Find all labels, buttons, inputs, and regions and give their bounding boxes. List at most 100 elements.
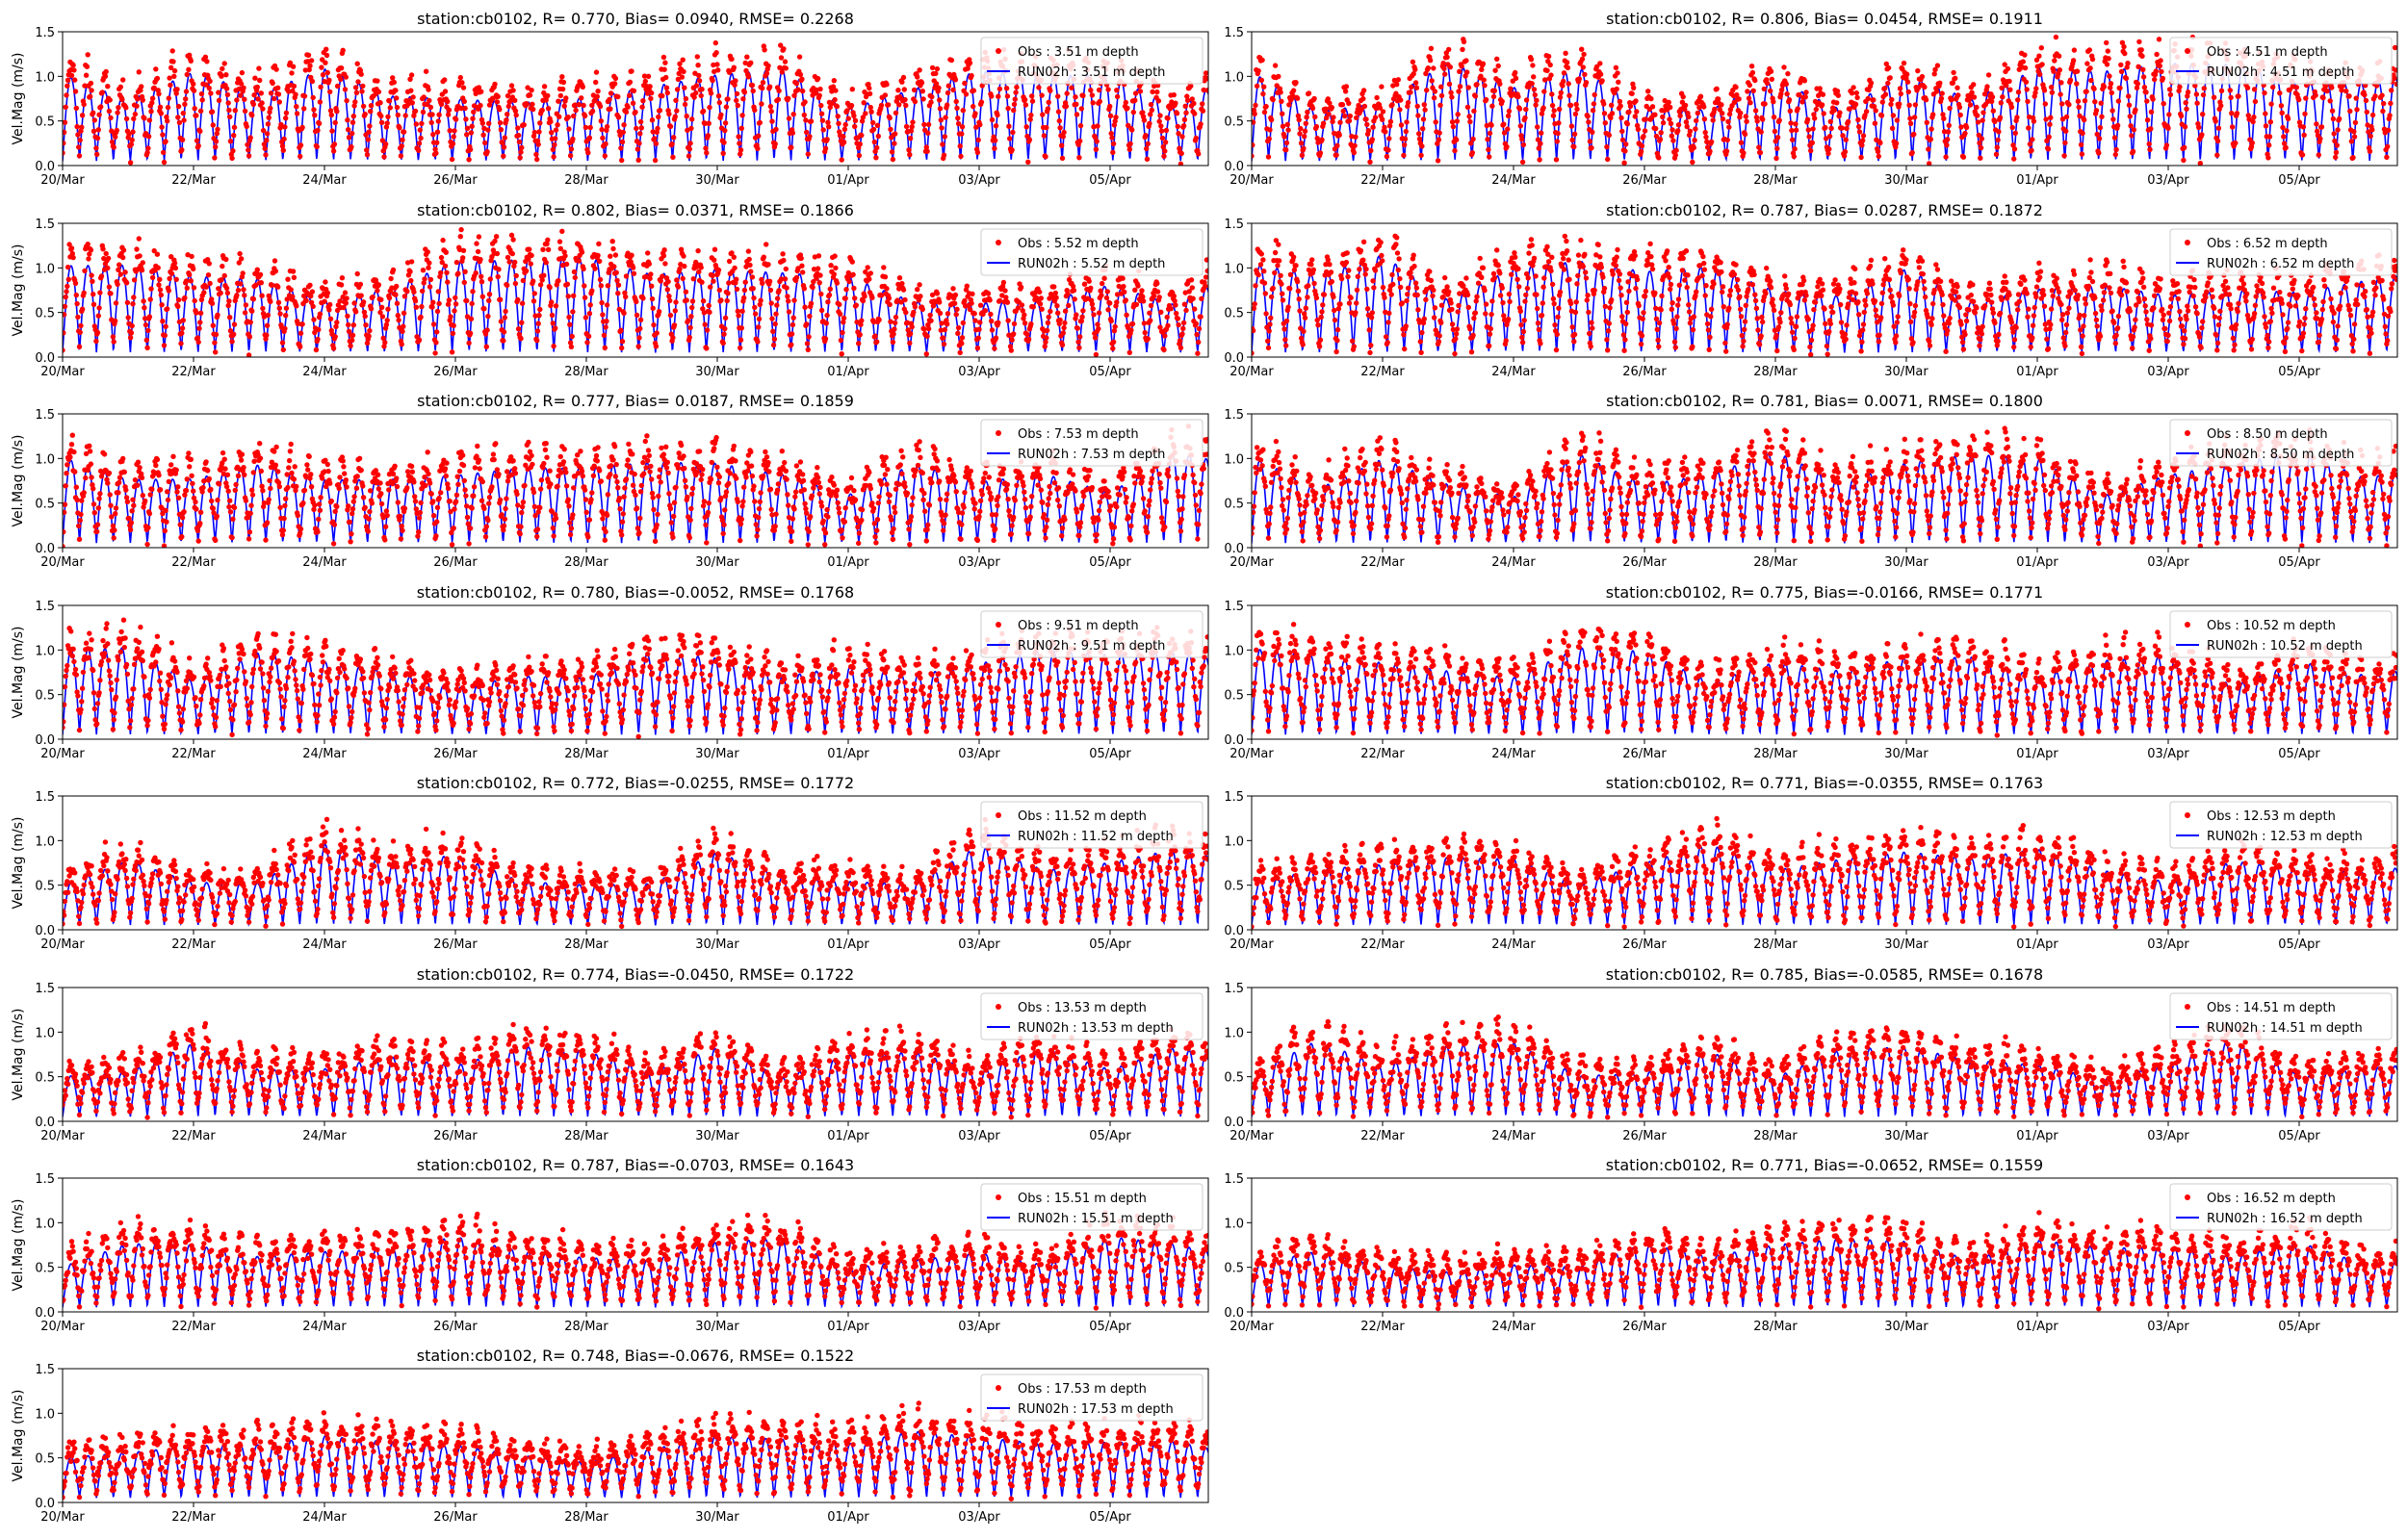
obs-point (2063, 128, 2069, 134)
obs-point (385, 114, 391, 120)
obs-point (903, 102, 909, 109)
obs-point (1200, 108, 1206, 114)
obs-point (366, 129, 372, 135)
obs-point (320, 72, 326, 78)
obs-point (945, 311, 951, 317)
obs-point (1108, 130, 1114, 137)
obs-point (134, 246, 140, 252)
obs-point (324, 69, 330, 76)
obs-point (605, 283, 611, 289)
obs-point (2277, 90, 2283, 96)
obs-point (1856, 123, 1862, 130)
obs-point (887, 115, 893, 121)
obs-point (259, 293, 265, 298)
obs-point (1037, 289, 1043, 295)
obs-point (515, 326, 522, 332)
obs-point (290, 294, 296, 299)
obs-point (807, 134, 813, 140)
obs-point (1319, 309, 1325, 315)
obs-point (531, 106, 536, 113)
obs-point (551, 343, 556, 349)
obs-point (1188, 277, 1195, 283)
obs-point (1475, 280, 1482, 286)
obs-point (535, 141, 541, 147)
obs-point (65, 77, 71, 84)
obs-point (1120, 275, 1126, 281)
obs-point (242, 293, 247, 298)
obs-point (380, 335, 386, 341)
obs-point (497, 119, 504, 126)
obs-point (345, 117, 350, 123)
obs-point (1278, 272, 1283, 278)
obs-point (508, 83, 515, 89)
obs-point (1963, 124, 1970, 131)
obs-point (2353, 95, 2359, 101)
obs-point (174, 87, 180, 92)
obs-point (1201, 87, 1206, 93)
obs-point (2066, 102, 2072, 108)
obs-point (2148, 126, 2154, 132)
obs-point (117, 84, 123, 90)
obs-point (131, 116, 137, 122)
obs-point (1162, 333, 1168, 339)
axes-frame (1251, 31, 2398, 167)
obs-point (912, 98, 919, 105)
obs-point (940, 141, 945, 147)
obs-point (1182, 103, 1188, 110)
obs-point (103, 68, 109, 75)
obs-point (2082, 98, 2088, 104)
obs-point (582, 113, 588, 119)
obs-point (989, 116, 996, 123)
obs-point (556, 278, 561, 284)
obs-point (1826, 133, 1833, 140)
obs-point (977, 302, 984, 308)
obs-point (649, 90, 655, 96)
obs-point (1300, 342, 1306, 347)
obs-point (2348, 139, 2355, 144)
obs-point (512, 108, 519, 114)
obs-point (2093, 108, 2100, 114)
obs-point (1771, 99, 1776, 105)
obs-point (1677, 113, 1683, 119)
obs-point (1107, 300, 1113, 306)
obs-point (1346, 268, 1352, 273)
obs-point (993, 123, 999, 129)
x-tick-label: 24/Mar (302, 173, 347, 188)
obs-point (205, 272, 212, 278)
obs-point (240, 270, 246, 276)
obs-point (1550, 113, 1557, 118)
obs-point (2233, 140, 2239, 146)
obs-point (1395, 77, 1402, 83)
obs-point (1941, 116, 1947, 121)
obs-point (1724, 137, 1730, 143)
obs-point (581, 102, 586, 109)
obs-point (65, 264, 71, 270)
obs-point (1367, 159, 1373, 165)
obs-point (553, 325, 558, 331)
obs-point (1754, 118, 1760, 124)
obs-point (194, 113, 199, 118)
obs-point (1941, 129, 1948, 135)
obs-point (1162, 140, 1169, 145)
obs-point (1428, 45, 1435, 51)
obs-point (1747, 100, 1753, 106)
obs-point (734, 90, 740, 97)
obs-point (1270, 285, 1276, 292)
obs-point (310, 94, 316, 101)
obs-point (582, 283, 587, 289)
obs-point (66, 242, 72, 247)
obs-point (1540, 105, 1546, 111)
obs-point (165, 104, 171, 111)
obs-point (725, 291, 731, 296)
obs-point (1371, 285, 1377, 291)
obs-point (597, 103, 604, 110)
obs-point (2369, 112, 2376, 118)
obs-point (1872, 120, 1878, 126)
obs-point (1573, 101, 1579, 108)
obs-point (2006, 78, 2012, 85)
obs-point (1329, 278, 1335, 285)
obs-point (942, 326, 947, 333)
obs-point (1283, 140, 1290, 146)
obs-point (1464, 104, 1471, 111)
obs-point (1772, 128, 1778, 135)
